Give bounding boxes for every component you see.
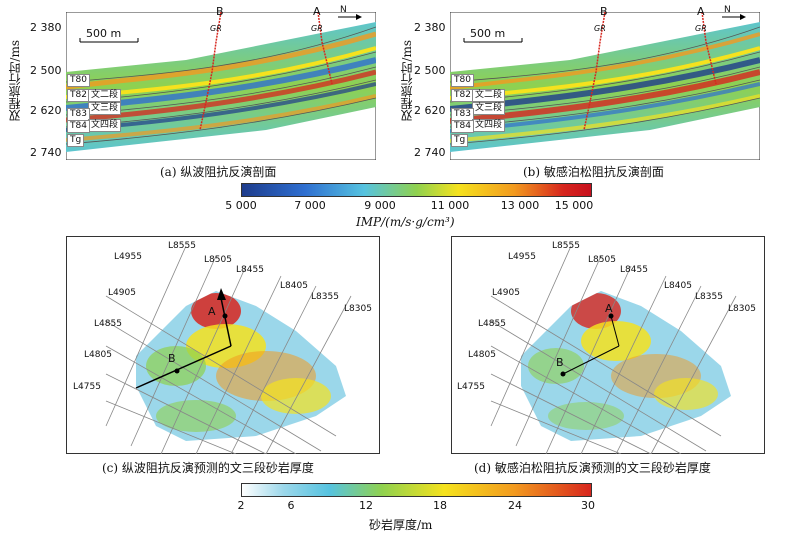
line-label: L8355 <box>311 292 339 302</box>
well-label-b: B <box>600 5 608 18</box>
line-label: L4755 <box>73 382 101 392</box>
horizon-label: T84 <box>451 120 474 133</box>
gr-label: GR <box>311 24 323 33</box>
colorbar-tick: 7 000 <box>294 199 326 212</box>
colorbar-tick: 6 <box>287 499 295 512</box>
thickness-map-c <box>66 236 380 454</box>
line-label: L8305 <box>344 304 372 314</box>
line-label: L4905 <box>492 288 520 298</box>
line-label: L8555 <box>552 241 580 251</box>
interval-label: 文三段 <box>88 102 122 115</box>
colorbar-tick: 30 <box>581 499 595 512</box>
y-tick: 2 620 <box>414 104 446 117</box>
interval-label: 文二段 <box>88 89 122 102</box>
colorbar-tick: 5 000 <box>225 199 257 212</box>
line-label: L8405 <box>664 281 692 291</box>
well-label-b: B <box>556 356 564 369</box>
line-label: L8455 <box>236 265 264 275</box>
caption-c: (c) 纵波阻抗反演预测的文三段砂岩厚度 <box>102 461 314 475</box>
line-label: L4855 <box>94 319 122 329</box>
line-label: L4955 <box>114 252 142 262</box>
y-tick: 2 380 <box>30 21 62 34</box>
y-tick: 2 740 <box>30 146 62 159</box>
colorbar-tick: 2 <box>237 499 245 512</box>
y-tick: 2 620 <box>30 104 62 117</box>
colorbar-tick: 11 000 <box>430 199 470 212</box>
well-label-a: A <box>697 5 705 18</box>
horizon-label: Tg <box>451 134 469 147</box>
line-label: L4905 <box>108 288 136 298</box>
scale-bar-label: 500 m <box>86 27 122 40</box>
line-label: L8455 <box>620 265 648 275</box>
well-label-a: A <box>313 5 321 18</box>
y-tick: 2 500 <box>30 64 62 77</box>
horizon-label: T80 <box>67 74 90 87</box>
interval-label: 文四段 <box>472 119 506 132</box>
line-label: L8305 <box>728 304 756 314</box>
line-label: L8555 <box>168 241 196 251</box>
colorbar-tick: 12 <box>359 499 373 512</box>
north-label: N <box>724 5 731 15</box>
line-label: L8505 <box>588 255 616 265</box>
horizon-label: T80 <box>451 74 474 87</box>
caption-a: (a) 纵波阻抗反演剖面 <box>160 165 277 179</box>
caption-d: (d) 敏感泊松阻抗反演预测的文三段砂岩厚度 <box>474 461 711 475</box>
north-label: N <box>340 5 347 15</box>
colorbar-impedance-label: IMP/(m/s·g/cm³) <box>356 215 455 229</box>
well-label-b: B <box>168 352 176 365</box>
line-label: L4755 <box>457 382 485 392</box>
line-label: L8405 <box>280 281 308 291</box>
y-tick: 2 500 <box>414 64 446 77</box>
line-label: L8355 <box>695 292 723 302</box>
colorbar-tick: 13 000 <box>500 199 540 212</box>
gr-label: GR <box>695 24 707 33</box>
thickness-map-d <box>451 236 765 454</box>
line-label: L8505 <box>204 255 232 265</box>
colorbar-tick: 18 <box>433 499 447 512</box>
horizon-label: T84 <box>67 120 90 133</box>
interval-label: 文二段 <box>472 89 506 102</box>
interval-label: 文四段 <box>88 119 122 132</box>
colorbar-impedance-bar <box>241 183 592 197</box>
well-label-a: A <box>605 302 613 315</box>
horizon-label: T82 <box>67 89 90 102</box>
line-label: L4805 <box>84 350 112 360</box>
scale-bar-label: 500 m <box>470 27 506 40</box>
colorbar-tick: 9 000 <box>364 199 396 212</box>
line-label: L4805 <box>468 350 496 360</box>
line-label: L4955 <box>508 252 536 262</box>
horizon-label: T82 <box>451 89 474 102</box>
colorbar-thickness-label: 砂岩厚度/m <box>369 518 433 532</box>
colorbar-thickness-bar <box>241 483 592 497</box>
well-label-b: B <box>216 5 224 18</box>
horizon-label: Tg <box>67 134 85 147</box>
interval-label: 文三段 <box>472 102 506 115</box>
gr-label: GR <box>594 24 606 33</box>
y-axis-label: 双程旅行时/ms <box>400 40 414 122</box>
colorbar-tick: 15 000 <box>554 199 594 212</box>
y-tick: 2 380 <box>414 21 446 34</box>
caption-b: (b) 敏感泊松阻抗反演剖面 <box>523 165 664 179</box>
line-label: L4855 <box>478 319 506 329</box>
gr-label: GR <box>210 24 222 33</box>
y-axis-label: 双程旅行时/ms <box>8 40 22 122</box>
well-label-a: A <box>208 305 216 318</box>
colorbar-tick: 24 <box>508 499 522 512</box>
y-tick: 2 740 <box>414 146 446 159</box>
